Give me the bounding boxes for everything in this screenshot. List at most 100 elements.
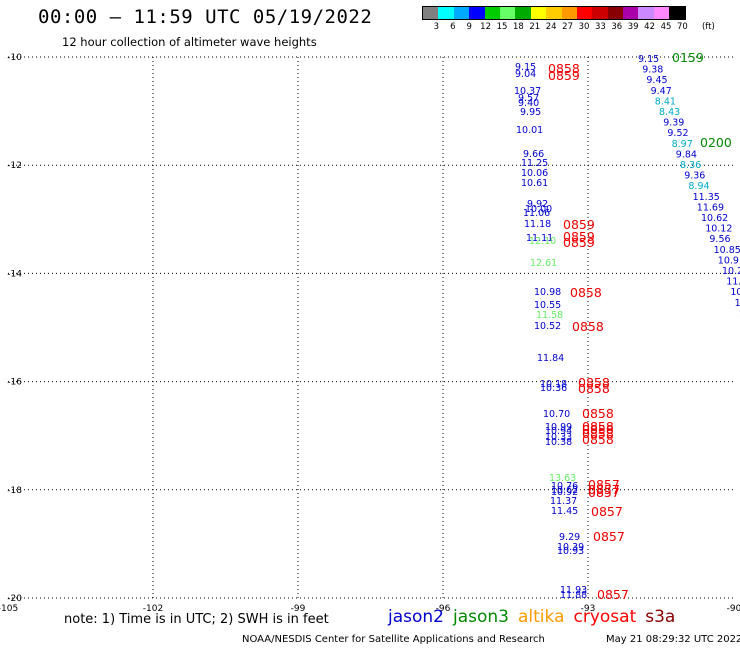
lat-label: -12 [7, 161, 22, 171]
swh-value: 11.93 [560, 585, 587, 596]
swh-value: 10.12 [705, 224, 732, 235]
swh-value: 10.06 [521, 168, 548, 179]
pass-time: 0859 [563, 217, 595, 232]
legend-label: 24 [545, 22, 557, 32]
swh-value: 13.63 [549, 473, 576, 484]
pass-time: 0858 [578, 375, 610, 390]
color-legend-labels: 3 6 9 12 15 18 21 24 27 30 33 36 39 42 45 70 (ft) [422, 22, 740, 34]
lon-label: -96 [436, 604, 451, 614]
swh-value: 9.92 [527, 199, 548, 210]
legend-swatch [592, 7, 608, 19]
swh-value: 11.06 [523, 208, 550, 219]
legend-swatch [669, 7, 685, 19]
satellite-altika: altika [518, 607, 565, 627]
swh-value: 8.94 [688, 181, 709, 192]
legend-swatch [438, 7, 454, 19]
legend-label: 3 [433, 22, 440, 32]
swh-value: 9.40 [518, 98, 539, 109]
legend-swatch [484, 7, 500, 19]
legend-swatch [530, 7, 547, 19]
pass-time: 0858 [578, 381, 610, 396]
pass-time: 0859 [563, 229, 595, 244]
swh-value: 10.76 [551, 481, 578, 492]
lon-label: -105 [0, 604, 18, 614]
swh-value: 9.95 [520, 107, 541, 118]
swh-value: 10.52 [534, 321, 561, 332]
lon-label: -99 [291, 604, 306, 614]
swh-value: 10.70 [543, 409, 570, 420]
page-title: 00:00 – 11:59 UTC 05/19/2022 [38, 6, 373, 28]
swh-value: 9.45 [646, 75, 667, 86]
swh-value: 10.62 [701, 213, 728, 224]
swh-value: 9.66 [523, 149, 544, 160]
pass-time: 0857 [588, 482, 620, 497]
legend-swatch [576, 7, 593, 19]
swh-value: 11.58 [536, 310, 563, 321]
swh-value: 10.01 [516, 125, 543, 136]
legend-label: 9 [466, 22, 472, 32]
swh-value: 10.33 [545, 432, 572, 443]
swh-value: 11.25 [521, 158, 548, 169]
swh-value: 11.69 [697, 202, 724, 213]
lat-label: -16 [7, 378, 22, 388]
pass-time: 0159 [672, 50, 704, 65]
swh-value: 8.43 [659, 107, 680, 118]
legend-label: 30 [578, 22, 590, 32]
legend-label: (ft) [701, 22, 715, 32]
swh-value: 10.00 [525, 204, 552, 215]
lat-label: -20 [7, 594, 22, 604]
swh-value: 9.15 [515, 62, 536, 73]
swh-value: 9.56 [709, 234, 730, 245]
swh-value: 10.91 [718, 255, 740, 266]
pass-time: 0200 [700, 135, 732, 150]
swh-value: 11.88 [560, 590, 587, 601]
color-legend [422, 6, 686, 20]
credit-text: NOAA/NESDIS Center for Satellite Applica… [242, 634, 545, 645]
legend-swatch [638, 7, 654, 19]
lon-label: -93 [581, 604, 596, 614]
swh-value: 9.57 [518, 93, 539, 104]
pass-time: 0857 [593, 529, 625, 544]
legend-label: 45 [660, 22, 672, 32]
swh-value: 9.39 [663, 118, 684, 129]
pass-time: 0858 [582, 419, 614, 434]
swh-value: 11.45 [551, 506, 578, 517]
legend-label: 6 [450, 22, 456, 32]
footnote: note: 1) Time is in UTC; 2) SWH is in fe… [64, 612, 329, 627]
lat-label: -10 [7, 53, 22, 63]
satellite-jason2: jason2 [388, 607, 444, 627]
swh-value: 11.44 [726, 277, 740, 288]
satellite-legend: jason2 jason3 altika cryosat s3a [388, 607, 684, 627]
legend-label: 12 [480, 22, 492, 32]
swh-value: 10.18 [540, 379, 567, 390]
swh-value: 11.37 [550, 496, 577, 507]
swh-value: 10.62 [551, 485, 578, 496]
swh-value: 12.61 [530, 258, 557, 269]
swh-value: 10.12 [730, 287, 740, 298]
swh-value: 8.36 [680, 160, 701, 171]
legend-label: 15 [496, 22, 508, 32]
swh-value: 9.36 [684, 171, 705, 182]
legend-swatch [453, 7, 470, 19]
satellite-jason3: jason3 [453, 607, 509, 627]
swh-value: 9.47 [651, 86, 672, 97]
swh-value: 10.6 [739, 308, 740, 319]
legend-label: 42 [644, 22, 656, 32]
legend-swatch [515, 7, 531, 19]
swh-value: 11.84 [537, 353, 564, 364]
page-subtitle: 12 hour collection of altimeter wave hei… [62, 35, 317, 49]
timestamp-text: May 21 08:29:32 UTC 2022 [606, 634, 740, 645]
legend-label: 27 [562, 22, 574, 32]
swh-value: 11.35 [693, 192, 720, 203]
swh-value: 10.55 [534, 300, 561, 311]
satellite-cryosat: cryosat [573, 607, 637, 627]
pass-time: 0858 [582, 426, 614, 441]
swh-value: 10.61 [521, 178, 548, 189]
swh-value: 9.84 [676, 149, 697, 160]
swh-value: 8.97 [672, 139, 693, 150]
swh-value: 9.04 [515, 69, 536, 80]
legend-label: 33 [594, 22, 606, 32]
lon-label: -90 [727, 604, 740, 614]
swh-value: 8.41 [655, 96, 676, 107]
